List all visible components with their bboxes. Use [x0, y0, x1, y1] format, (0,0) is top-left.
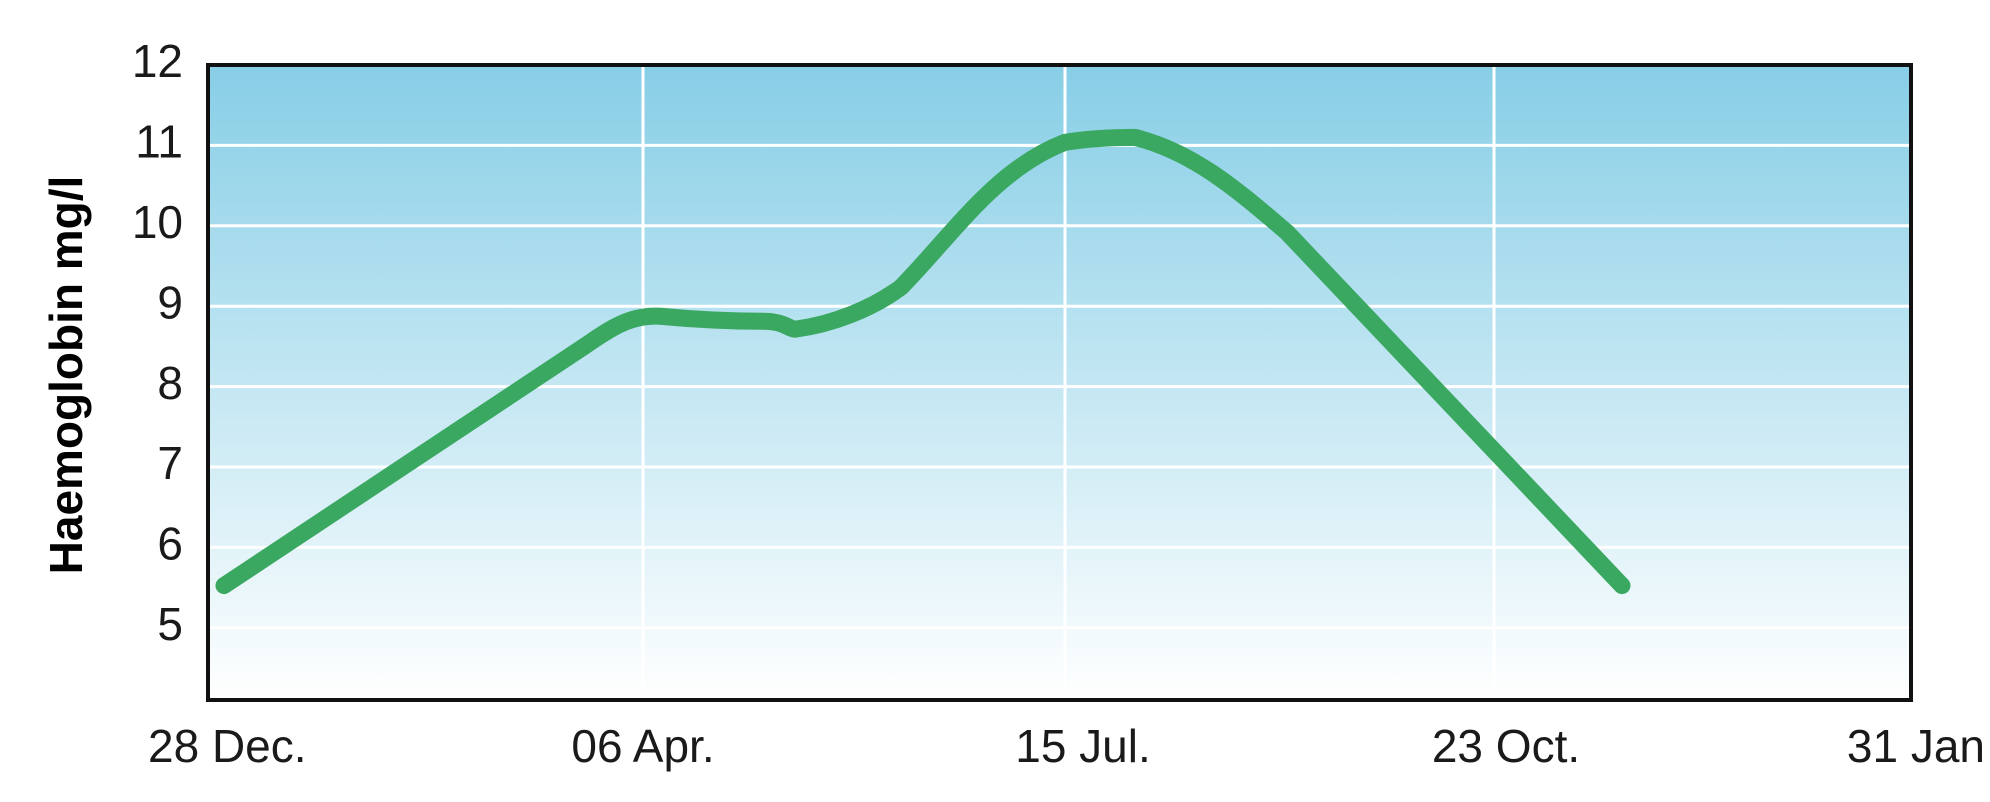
y-tick-label: 9 [157, 276, 183, 328]
y-tick-label: 11 [135, 116, 183, 168]
x-tick-label: 15 Jul. [1015, 720, 1151, 772]
y-tick-label: 7 [157, 437, 183, 489]
x-tick-labels: 28 Dec. 06 Apr. 15 Jul. 23 Oct. 31 Jan [148, 720, 1985, 772]
y-tick-label: 5 [157, 598, 183, 650]
x-tick-label: 28 Dec. [148, 720, 307, 772]
haemoglobin-series-line [215, 128, 1631, 595]
x-tick-label: 31 Jan [1847, 720, 1985, 772]
y-tick-label: 10 [132, 196, 183, 248]
x-tick-label: 06 Apr. [571, 720, 714, 772]
y-tick-label: 6 [157, 518, 183, 570]
y-axis-title: Haemoglobin mg/l [40, 176, 92, 575]
y-tick-labels: 5 6 7 8 9 10 11 12 [132, 35, 183, 650]
y-tick-label: 12 [132, 35, 183, 87]
y-tick-label: 8 [157, 357, 183, 409]
grid-lines [208, 65, 1911, 700]
x-tick-label: 23 Oct. [1432, 720, 1580, 772]
plot-background [208, 65, 1912, 700]
